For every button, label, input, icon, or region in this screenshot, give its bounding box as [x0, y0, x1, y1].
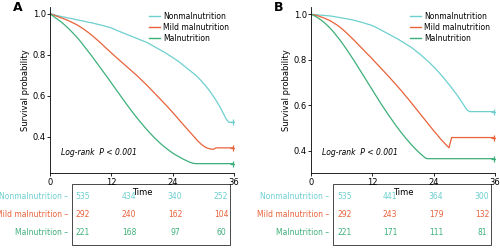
Text: Mild malnutrition –: Mild malnutrition –	[258, 210, 330, 219]
Y-axis label: Survival probability: Survival probability	[282, 50, 291, 131]
Text: 292: 292	[76, 210, 90, 219]
Text: Log-rank  P < 0.001: Log-rank P < 0.001	[322, 148, 398, 157]
Bar	[333, 184, 492, 245]
X-axis label: Time: Time	[393, 188, 413, 197]
Text: 243: 243	[383, 210, 398, 219]
Text: Log-rank  P < 0.001: Log-rank P < 0.001	[61, 148, 137, 157]
Text: Malnutrition –: Malnutrition –	[276, 228, 330, 237]
Text: 240: 240	[122, 210, 136, 219]
Text: Malnutrition –: Malnutrition –	[16, 228, 68, 237]
Text: 252: 252	[214, 192, 228, 201]
Text: 111: 111	[429, 228, 444, 237]
Text: 535: 535	[337, 192, 351, 201]
Bar	[72, 184, 230, 245]
Text: 434: 434	[122, 192, 136, 201]
Text: 535: 535	[76, 192, 90, 201]
Text: 221: 221	[76, 228, 90, 237]
Y-axis label: Survival probability: Survival probability	[21, 50, 30, 131]
Text: Nonmalnutrition –: Nonmalnutrition –	[0, 192, 68, 201]
Text: 441: 441	[383, 192, 398, 201]
Text: 179: 179	[429, 210, 444, 219]
Text: 132: 132	[475, 210, 490, 219]
Text: 292: 292	[337, 210, 351, 219]
Text: 168: 168	[122, 228, 136, 237]
Text: 162: 162	[168, 210, 182, 219]
Text: 171: 171	[383, 228, 398, 237]
Text: 340: 340	[168, 192, 182, 201]
Text: Mild malnutrition –: Mild malnutrition –	[0, 210, 68, 219]
Text: 81: 81	[478, 228, 487, 237]
X-axis label: Time: Time	[132, 188, 152, 197]
Text: B: B	[274, 1, 284, 14]
Text: 60: 60	[216, 228, 226, 237]
Text: A: A	[13, 1, 23, 14]
Legend: Nonmalnutrition, Mild malnutrition, Malnutrition: Nonmalnutrition, Mild malnutrition, Maln…	[148, 11, 230, 44]
Text: 221: 221	[337, 228, 351, 237]
Text: 364: 364	[429, 192, 444, 201]
Legend: Nonmalnutrition, Mild malnutrition, Malnutrition: Nonmalnutrition, Mild malnutrition, Maln…	[409, 11, 491, 44]
Text: 300: 300	[475, 192, 490, 201]
Text: 104: 104	[214, 210, 228, 219]
Text: 97: 97	[170, 228, 180, 237]
Text: Nonmalnutrition –: Nonmalnutrition –	[260, 192, 330, 201]
